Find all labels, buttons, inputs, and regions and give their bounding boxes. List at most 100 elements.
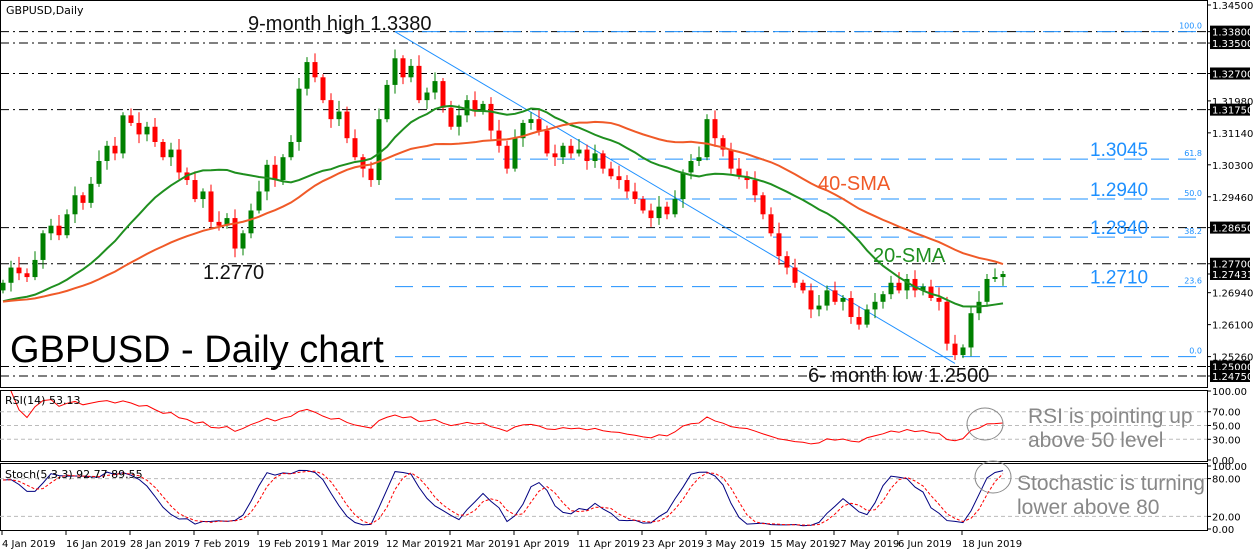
candle-body [328, 100, 334, 120]
candle-body [832, 290, 838, 302]
candle-body [600, 153, 606, 169]
candle-body [928, 286, 934, 298]
candle-body [256, 191, 262, 211]
price-panel [0, 0, 1208, 388]
fib-pct-label: 100.0 [1179, 22, 1202, 31]
candle-body [248, 210, 254, 234]
candle-body [608, 168, 614, 177]
candle-body [752, 180, 758, 196]
price-tick-label: 1.33800 [1212, 28, 1253, 39]
candle-body [112, 145, 118, 154]
rsi-tick-label: 100.00 [1212, 387, 1247, 398]
price-tick-label: 1.32700 [1212, 69, 1253, 80]
candle-body [792, 267, 798, 283]
price-tick-label: 1.31980 [1212, 97, 1253, 108]
candle-body [200, 191, 206, 200]
rsi-note-line2: above 50 level [1028, 429, 1163, 452]
candle-body [488, 103, 494, 131]
price-tick-label: 1.31750 [1212, 106, 1253, 117]
candle-body [88, 183, 94, 203]
candle-body [392, 58, 398, 85]
date-tick-label: 19 Feb 2019 [258, 539, 320, 550]
fib-pct-label: 50.0 [1184, 189, 1202, 198]
candle-body [736, 168, 742, 177]
candle-body [432, 81, 438, 93]
candle-body [536, 119, 542, 131]
candle-body [24, 273, 30, 278]
candle-body [584, 149, 590, 162]
candle-body [768, 214, 774, 234]
fib-price-label: 1.2710 [1090, 268, 1148, 289]
date-axis: 4 Jan 2019 16 Jan 2019 28 Jan 2019 7 Feb 20… [1, 530, 1022, 550]
candle-body [360, 157, 366, 169]
price-tick-label: 1.26100 [1212, 321, 1253, 332]
candle-body [912, 278, 918, 291]
fib-pct-label: 23.6 [1184, 277, 1202, 286]
candle-body [40, 233, 46, 260]
indicators: 100.0070.0050.0030.000.00100.0080.0020.0… [0, 387, 1247, 536]
price-tick-label: 1.26940 [1212, 289, 1253, 300]
price-tag-background [1210, 370, 1250, 382]
candle-body [592, 153, 598, 162]
candle-body [296, 88, 302, 142]
stoch-highlight-circle [974, 460, 1012, 494]
candle-body [128, 115, 134, 123]
candle-body [104, 145, 110, 162]
fib-pct-label: 0.0 [1189, 347, 1202, 356]
chart-title: GBPUSD - Daily chart [10, 329, 384, 371]
candle-body [528, 119, 534, 123]
rsi-line [10, 390, 1004, 445]
candle-body [280, 157, 286, 181]
rsi-tick-label: 0.00 [1212, 456, 1234, 467]
candle-body [120, 115, 126, 154]
candle-body [664, 206, 670, 215]
price-tick-label: 1.31140 [1212, 129, 1253, 140]
candle-body [616, 176, 622, 181]
candle-body [272, 164, 278, 181]
candle-body [968, 313, 974, 348]
candle-body [32, 259, 38, 278]
annotation-feb-low: 1.2770 [203, 262, 264, 284]
price-tick-label: 1.27700 [1212, 260, 1253, 271]
candle-body [872, 301, 878, 310]
candle-body [80, 195, 86, 203]
date-tick-label: 1 Mar 2019 [322, 539, 379, 550]
price-tag-background [1210, 257, 1250, 270]
candle-body [776, 233, 782, 257]
candle-body [456, 115, 462, 127]
stoch-tick-label: 0.00 [1212, 525, 1234, 536]
fib-price-label: 1.2840 [1090, 218, 1148, 239]
candle-body [880, 294, 886, 302]
candle-body [984, 278, 990, 302]
rsi-label: RSI(14) 53.13 [5, 394, 80, 407]
candle-body [152, 126, 158, 142]
price-tag-background [1210, 267, 1250, 280]
date-tick-label: 28 Jan 2019 [130, 539, 190, 550]
sma40-line [2, 120, 1004, 303]
candle-body [568, 145, 574, 154]
fib-price-label: 1.2940 [1090, 180, 1148, 201]
candle-body [648, 210, 654, 219]
candle-body [240, 233, 246, 249]
date-tick-label: 1 Apr 2019 [514, 539, 569, 550]
candle-body [976, 301, 982, 314]
candle-body [440, 81, 446, 108]
stoch-note-line2: lower above 80 [1017, 496, 1159, 519]
price-tick-label: 1.27431 [1212, 270, 1253, 281]
price-tick-label: 1.24750 [1212, 372, 1253, 383]
candle-body [16, 267, 22, 274]
candle-body [712, 119, 718, 139]
candle-body [784, 256, 790, 268]
candle-body [816, 305, 822, 310]
symbol-label: GBPUSD,Daily [6, 4, 84, 17]
candle-body [336, 111, 342, 120]
candle-body [320, 77, 326, 101]
fib-pct-label: 38.2 [1184, 227, 1202, 236]
candle-body [480, 103, 486, 112]
date-tick-label: 18 Jun 2019 [962, 539, 1022, 550]
candle-body [840, 297, 846, 302]
candle-body [288, 141, 294, 158]
price-tick-label: 1.30300 [1212, 161, 1253, 172]
